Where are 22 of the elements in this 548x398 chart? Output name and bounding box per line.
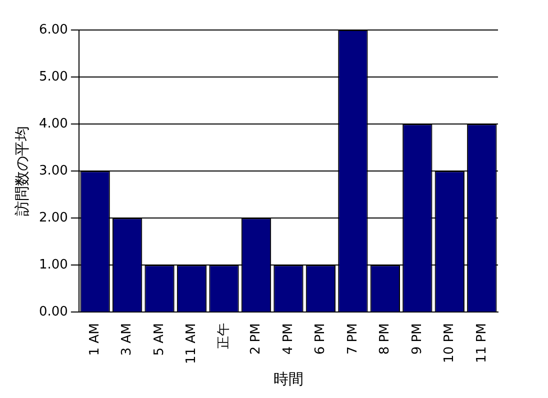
x-tick-label: 6 PM [313, 323, 328, 355]
x-axis-title: 時間 [273, 370, 304, 388]
x-tick-label: 2 PM [248, 323, 264, 355]
x-tick-label: 11 AM [184, 323, 200, 364]
y-tick-label: 6.00 [38, 22, 68, 38]
x-tick-label: 11 PM [474, 323, 490, 363]
x-tick-label: 1 AM [87, 323, 102, 356]
y-tick-label: 2.00 [38, 210, 68, 226]
x-tick-label: 正午 [216, 323, 232, 350]
x-tick-label: 7 PM [345, 323, 360, 355]
y-tick-label: 0.00 [38, 304, 68, 320]
x-tick-label: 9 PM [410, 323, 425, 355]
y-tick-label: 5.00 [38, 69, 68, 84]
y-axis-title: 訪問数の平均 [12, 126, 31, 216]
x-tick-label: 3 AM [120, 323, 135, 356]
y-tick-label: 1.00 [38, 258, 68, 273]
x-tick-label: 5 AM [152, 323, 167, 356]
x-tick-label: 8 PM [378, 323, 393, 355]
x-tick-label: 4 PM [280, 323, 296, 355]
x-tick-label: 10 PM [442, 323, 458, 363]
y-tick-label: 3.00 [38, 163, 68, 178]
y-tick-label: 4.00 [38, 116, 68, 132]
